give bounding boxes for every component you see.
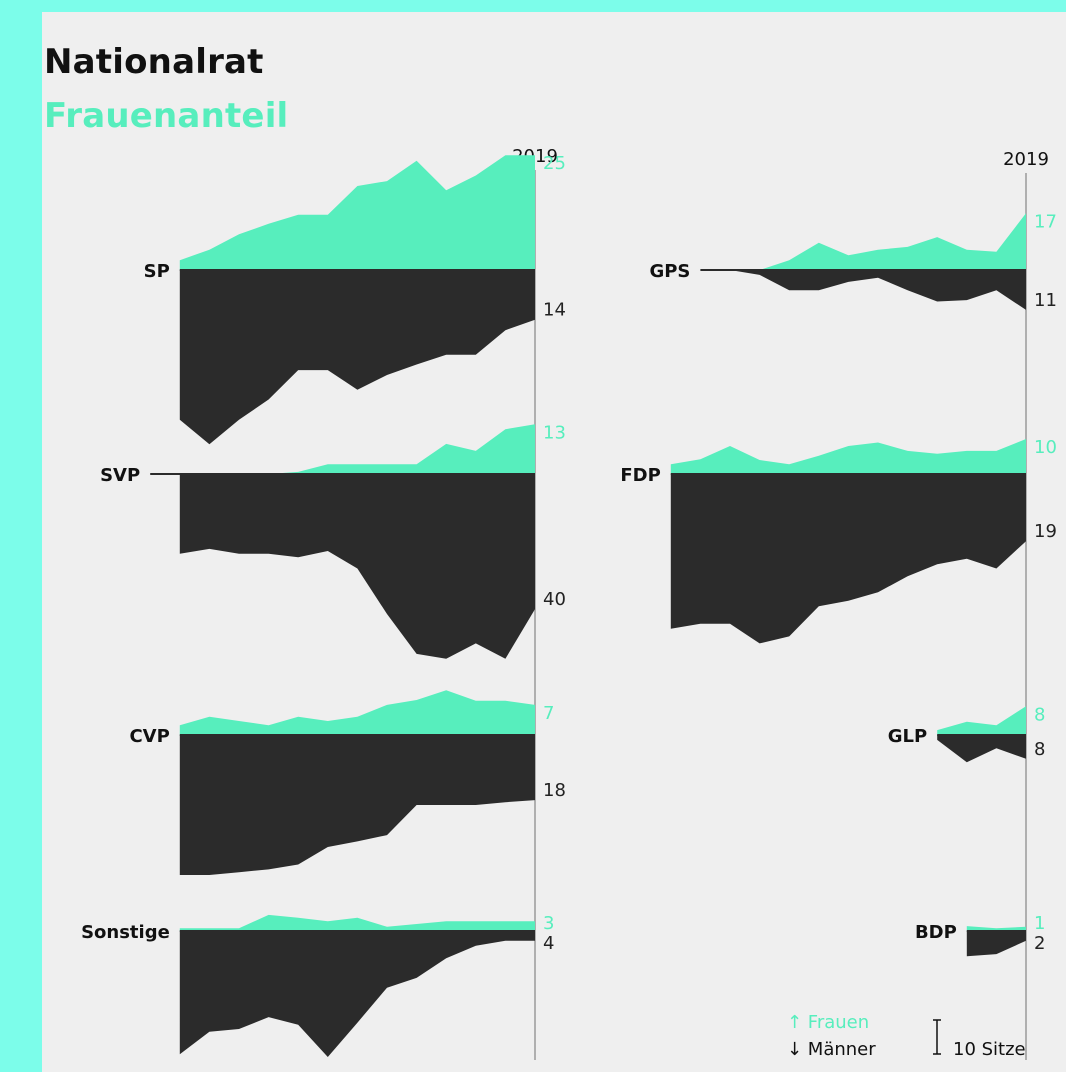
year-label: 2019	[1003, 149, 1049, 170]
men-seats-label: 18	[543, 780, 566, 801]
party-label: BDP	[915, 922, 957, 943]
women-area	[150, 424, 535, 474]
women-seats-label: 13	[543, 422, 566, 443]
women-area	[700, 213, 1026, 270]
men-seats-label: 11	[1034, 290, 1057, 311]
women-seats-label: 1	[1034, 913, 1045, 934]
men-seats-label: 4	[543, 933, 554, 954]
women-area	[966, 926, 1026, 931]
men-area	[966, 931, 1026, 957]
legend-women: ↑ Frauen	[787, 1012, 869, 1033]
women-seats-label: 17	[1034, 211, 1057, 232]
women-seats-label: 7	[543, 703, 554, 724]
party-label: GPS	[649, 261, 690, 282]
men-area	[730, 270, 1026, 310]
men-seats-label: 2	[1034, 933, 1045, 954]
men-area	[179, 931, 536, 1057]
women-seats-label: 10	[1034, 437, 1057, 458]
party-label: GLP	[888, 726, 927, 747]
women-seats-label: 8	[1034, 704, 1045, 725]
men-area	[179, 474, 536, 659]
men-area	[670, 474, 1026, 644]
women-area	[179, 690, 536, 735]
party-label: SVP	[100, 465, 140, 486]
party-label: CVP	[129, 726, 169, 747]
men-seats-label: 19	[1034, 521, 1057, 542]
women-seats-label: 3	[543, 913, 554, 934]
men-seats-label: 40	[543, 589, 566, 610]
legend-men: ↓ Männer	[787, 1039, 876, 1060]
women-area	[179, 914, 536, 931]
women-area	[179, 155, 536, 270]
women-area	[670, 439, 1026, 474]
scale-label: 10 Sitze	[953, 1039, 1026, 1060]
men-area	[179, 270, 536, 445]
chart-title: Nationalrat	[44, 42, 264, 82]
party-label: FDP	[620, 465, 660, 486]
women-area	[937, 706, 1026, 735]
women-seats-label: 25	[543, 153, 566, 174]
party-label: SP	[144, 261, 170, 282]
chart-subtitle: Frauenanteil	[44, 96, 289, 136]
men-area	[937, 735, 1026, 763]
men-seats-label: 14	[543, 300, 566, 321]
men-area	[179, 735, 536, 875]
party-label: Sonstige	[81, 922, 170, 943]
men-seats-label: 8	[1034, 739, 1045, 760]
